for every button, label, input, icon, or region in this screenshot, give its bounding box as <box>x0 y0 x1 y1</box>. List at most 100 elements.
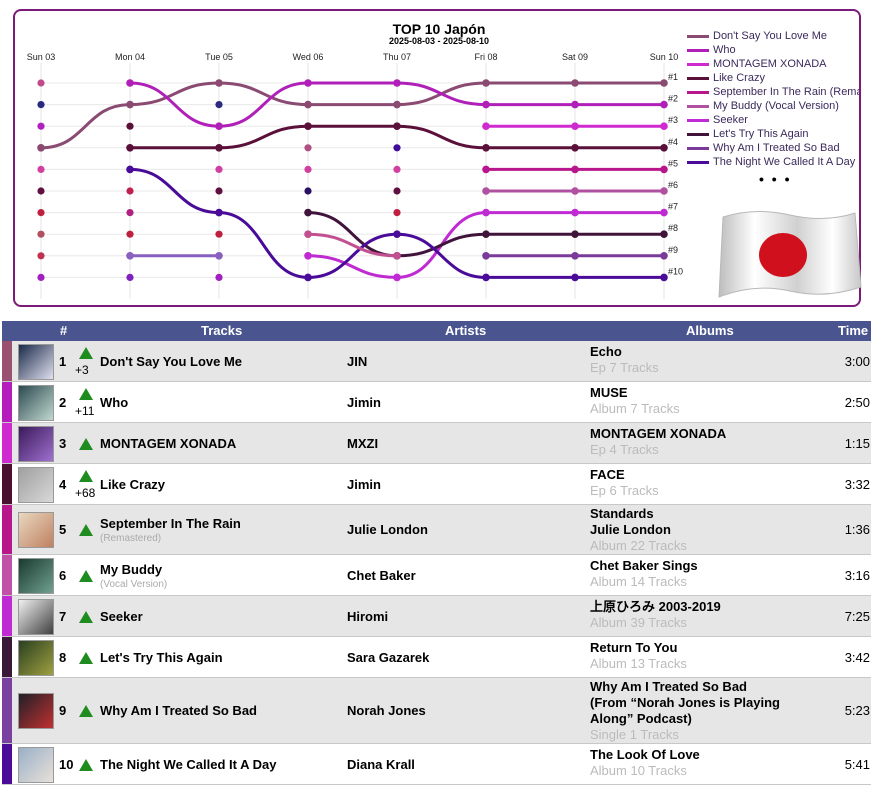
artist-name[interactable]: Jimin <box>347 394 381 410</box>
rank-dot <box>126 122 134 130</box>
track-title[interactable]: The Night We Called It A Day <box>100 756 277 772</box>
artist-name[interactable]: MXZI <box>347 435 379 451</box>
table-row[interactable]: 4 +68 Like Crazy Jimin FACE Ep 6 Tracks 3:32 <box>2 464 871 505</box>
album-title[interactable]: Why Am I Treated So Bad (From “Norah Jon… <box>590 679 780 726</box>
legend-swatch <box>687 90 709 94</box>
rank-up-arrow-icon <box>79 610 93 623</box>
rank-label: #5 <box>668 158 678 168</box>
table-row[interactable]: 3 MONTAGEM XONADA MXZI MONTAGEM XONADA Ep 4 … <box>2 423 871 464</box>
album-info[interactable]: Standards Julie London Album 22 Tracks <box>590 506 820 554</box>
album-cover[interactable] <box>18 425 54 462</box>
rank-up-arrow-icon <box>79 437 93 450</box>
album-cover[interactable] <box>18 693 54 729</box>
track-title[interactable]: Like Crazy <box>100 476 166 492</box>
track-title[interactable]: My Buddy <box>100 561 163 577</box>
album-title[interactable]: MONTAGEM XONADA <box>590 426 727 441</box>
album-info[interactable]: MONTAGEM XONADA Ep 4 Tracks <box>590 426 820 458</box>
row-color-strip <box>2 464 12 504</box>
rank-number: 6 <box>59 567 67 583</box>
rank-change: +3 <box>75 362 89 377</box>
row-color-strip <box>2 341 12 381</box>
artist-name[interactable]: Chet Baker <box>347 567 416 583</box>
album-cover[interactable] <box>18 384 54 421</box>
artist-name[interactable]: Norah Jones <box>347 703 426 718</box>
album-title[interactable]: The Look Of Love <box>590 747 700 762</box>
rank-dot <box>393 165 401 173</box>
album-cover[interactable] <box>18 512 54 548</box>
series-point <box>393 100 401 109</box>
series-point <box>660 144 668 152</box>
track-title[interactable]: Seeker <box>100 608 143 624</box>
track-title[interactable]: Let's Try This Again <box>100 649 223 665</box>
legend-label: My Buddy (Vocal Version) <box>713 100 839 112</box>
table-row[interactable]: 9 Why Am I Treated So Bad Norah Jones Why A… <box>2 678 871 744</box>
album-title[interactable]: MUSE <box>590 385 628 400</box>
album-title[interactable]: FACE <box>590 467 625 482</box>
series-point <box>304 252 312 260</box>
table-row[interactable]: 2 +11 Who Jimin MUSE Album 7 Tracks 2:50 <box>2 382 871 423</box>
table-row[interactable]: 5 September In The Rain (Remastered) Julie … <box>2 505 871 555</box>
artist-name[interactable]: Julie London <box>347 522 428 537</box>
rank-dot <box>37 273 45 281</box>
table-row[interactable]: 6 My Buddy (Vocal Version) Chet Baker Chet B… <box>2 555 871 596</box>
table-row[interactable]: 1 +3 Don't Say You Love Me JIN Echo Ep 7 Trac… <box>2 341 871 382</box>
row-color-strip <box>2 423 12 463</box>
album-info[interactable]: FACE Ep 6 Tracks <box>590 467 820 499</box>
rank-dot <box>126 273 134 281</box>
japan-flag-icon <box>718 210 862 298</box>
track-title[interactable]: Why Am I Treated So Bad <box>100 703 257 718</box>
legend-swatch <box>687 62 709 66</box>
album-cover[interactable] <box>18 598 54 635</box>
album-cover[interactable] <box>18 557 54 594</box>
series-point <box>571 100 579 109</box>
track-title[interactable]: September In The Rain <box>100 516 241 531</box>
rank-label: #8 <box>668 223 678 233</box>
artist-name[interactable]: Sara Gazarek <box>347 649 430 665</box>
track-title[interactable]: Who <box>100 394 129 410</box>
album-title[interactable]: Return To You <box>590 640 678 655</box>
series-point <box>126 79 134 87</box>
artist-name[interactable]: JIN <box>347 353 368 369</box>
rank-dot <box>393 209 401 217</box>
rank-dot <box>304 187 312 195</box>
album-title[interactable]: Chet Baker Sings <box>590 558 698 573</box>
album-cover[interactable] <box>18 466 54 503</box>
series-point <box>304 273 312 282</box>
album-info[interactable]: Chet Baker Sings Album 14 Tracks <box>590 558 820 590</box>
artist-name[interactable]: Jimin <box>347 476 381 492</box>
album-meta: Ep 7 Tracks <box>590 360 659 375</box>
table-row[interactable]: 10 The Night We Called It A Day Diana Kral… <box>2 744 871 785</box>
legend-label: Seeker <box>713 114 748 126</box>
series-point <box>126 144 134 152</box>
rank-label: #1 <box>668 72 678 82</box>
rank-up-arrow-icon <box>79 705 93 717</box>
artist-name[interactable]: Hiromi <box>347 608 389 624</box>
legend-swatch <box>687 48 709 52</box>
artist-name[interactable]: Diana Krall <box>347 756 415 772</box>
album-title[interactable]: Echo <box>590 344 622 359</box>
series-point <box>393 252 401 260</box>
rank-dot <box>126 209 134 217</box>
album-cover[interactable] <box>18 746 54 783</box>
album-info[interactable]: Return To You Album 13 Tracks <box>590 640 820 672</box>
series-point <box>304 100 312 109</box>
track-title[interactable]: Don't Say You Love Me <box>100 353 243 369</box>
series-point <box>660 252 668 260</box>
album-cover[interactable] <box>18 639 54 676</box>
table-row[interactable]: 7 Seeker Hiromi 上原ひろみ 2003-2019 Album 39 Tra… <box>2 596 871 637</box>
album-info[interactable]: Echo Ep 7 Tracks <box>590 344 820 376</box>
legend-label: Let's Try This Again <box>713 128 809 140</box>
album-title[interactable]: Standards Julie London <box>590 506 671 537</box>
album-info[interactable]: The Look Of Love Album 10 Tracks <box>590 747 820 779</box>
album-cover[interactable] <box>18 343 54 380</box>
album-info[interactable]: 上原ひろみ 2003-2019 Album 39 Tracks <box>590 599 820 631</box>
series-point <box>393 273 401 282</box>
table-row[interactable]: 8 Let's Try This Again Sara Gazarek Return … <box>2 637 871 678</box>
series-point <box>304 79 312 87</box>
track-title[interactable]: MONTAGEM XONADA <box>100 435 237 451</box>
album-info[interactable]: MUSE Album 7 Tracks <box>590 385 820 417</box>
album-info[interactable]: Why Am I Treated So Bad (From “Norah Jon… <box>590 679 820 743</box>
row-color-strip <box>2 678 12 743</box>
album-title[interactable]: 上原ひろみ 2003-2019 <box>590 599 721 614</box>
